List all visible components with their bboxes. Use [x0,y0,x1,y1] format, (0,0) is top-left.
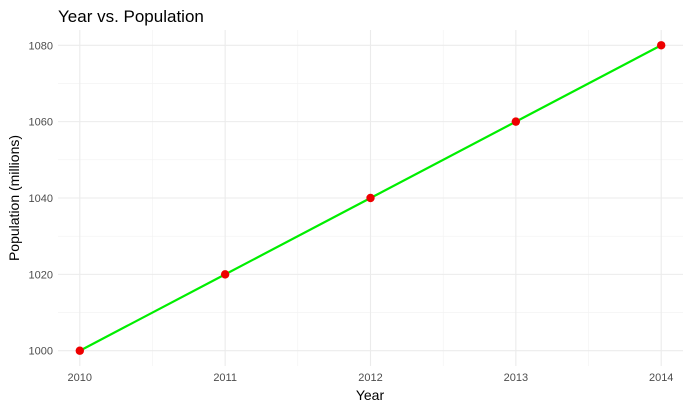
x-tick-label: 2014 [649,372,673,384]
chart-title: Year vs. Population [58,7,204,26]
x-axis-title: Year [356,387,385,403]
x-tick-labels: 2010 2011 2012 2013 2014 [68,372,674,384]
x-tick-label: 2012 [358,372,382,384]
data-point [511,117,521,126]
x-tick-label: 2013 [504,372,528,384]
data-point [656,41,666,50]
grid [58,30,683,366]
data-point [366,193,375,203]
x-tick-label: 2010 [68,372,92,384]
y-tick-label: 1060 [29,117,53,129]
data-point [75,346,85,355]
points-layer [75,41,666,355]
y-tick-label: 1040 [29,193,53,205]
y-axis-title: Population (millions) [6,135,22,261]
x-tick-label: 2011 [213,372,237,384]
y-tick-label: 1080 [29,40,53,52]
data-point [220,270,230,279]
y-tick-label: 1000 [29,346,53,358]
y-tick-label: 1020 [29,269,53,281]
y-tick-labels: 1000 1020 1040 1060 1080 [29,40,53,357]
